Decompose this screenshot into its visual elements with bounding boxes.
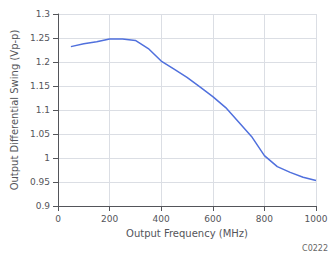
svg-text:Output Frequency (MHz): Output Frequency (MHz) [126,228,248,239]
svg-text:1.3: 1.3 [36,9,50,19]
svg-text:0.9: 0.9 [36,201,51,211]
svg-text:1.2: 1.2 [36,57,50,67]
svg-text:1.25: 1.25 [30,33,50,43]
svg-text:800: 800 [256,214,273,224]
svg-text:0: 0 [55,214,61,224]
svg-text:200: 200 [101,214,118,224]
svg-text:Output Differential Swing (Vp-: Output Differential Swing (Vp-p) [9,30,20,191]
svg-text:1.05: 1.05 [30,129,50,139]
svg-text:C0222: C0222 [302,244,328,253]
svg-text:1000: 1000 [305,214,328,224]
svg-text:400: 400 [153,214,170,224]
svg-text:1: 1 [44,153,50,163]
svg-text:1.1: 1.1 [36,105,50,115]
svg-text:1.15: 1.15 [30,81,50,91]
svg-text:0.95: 0.95 [30,177,50,187]
svg-text:600: 600 [204,214,221,224]
